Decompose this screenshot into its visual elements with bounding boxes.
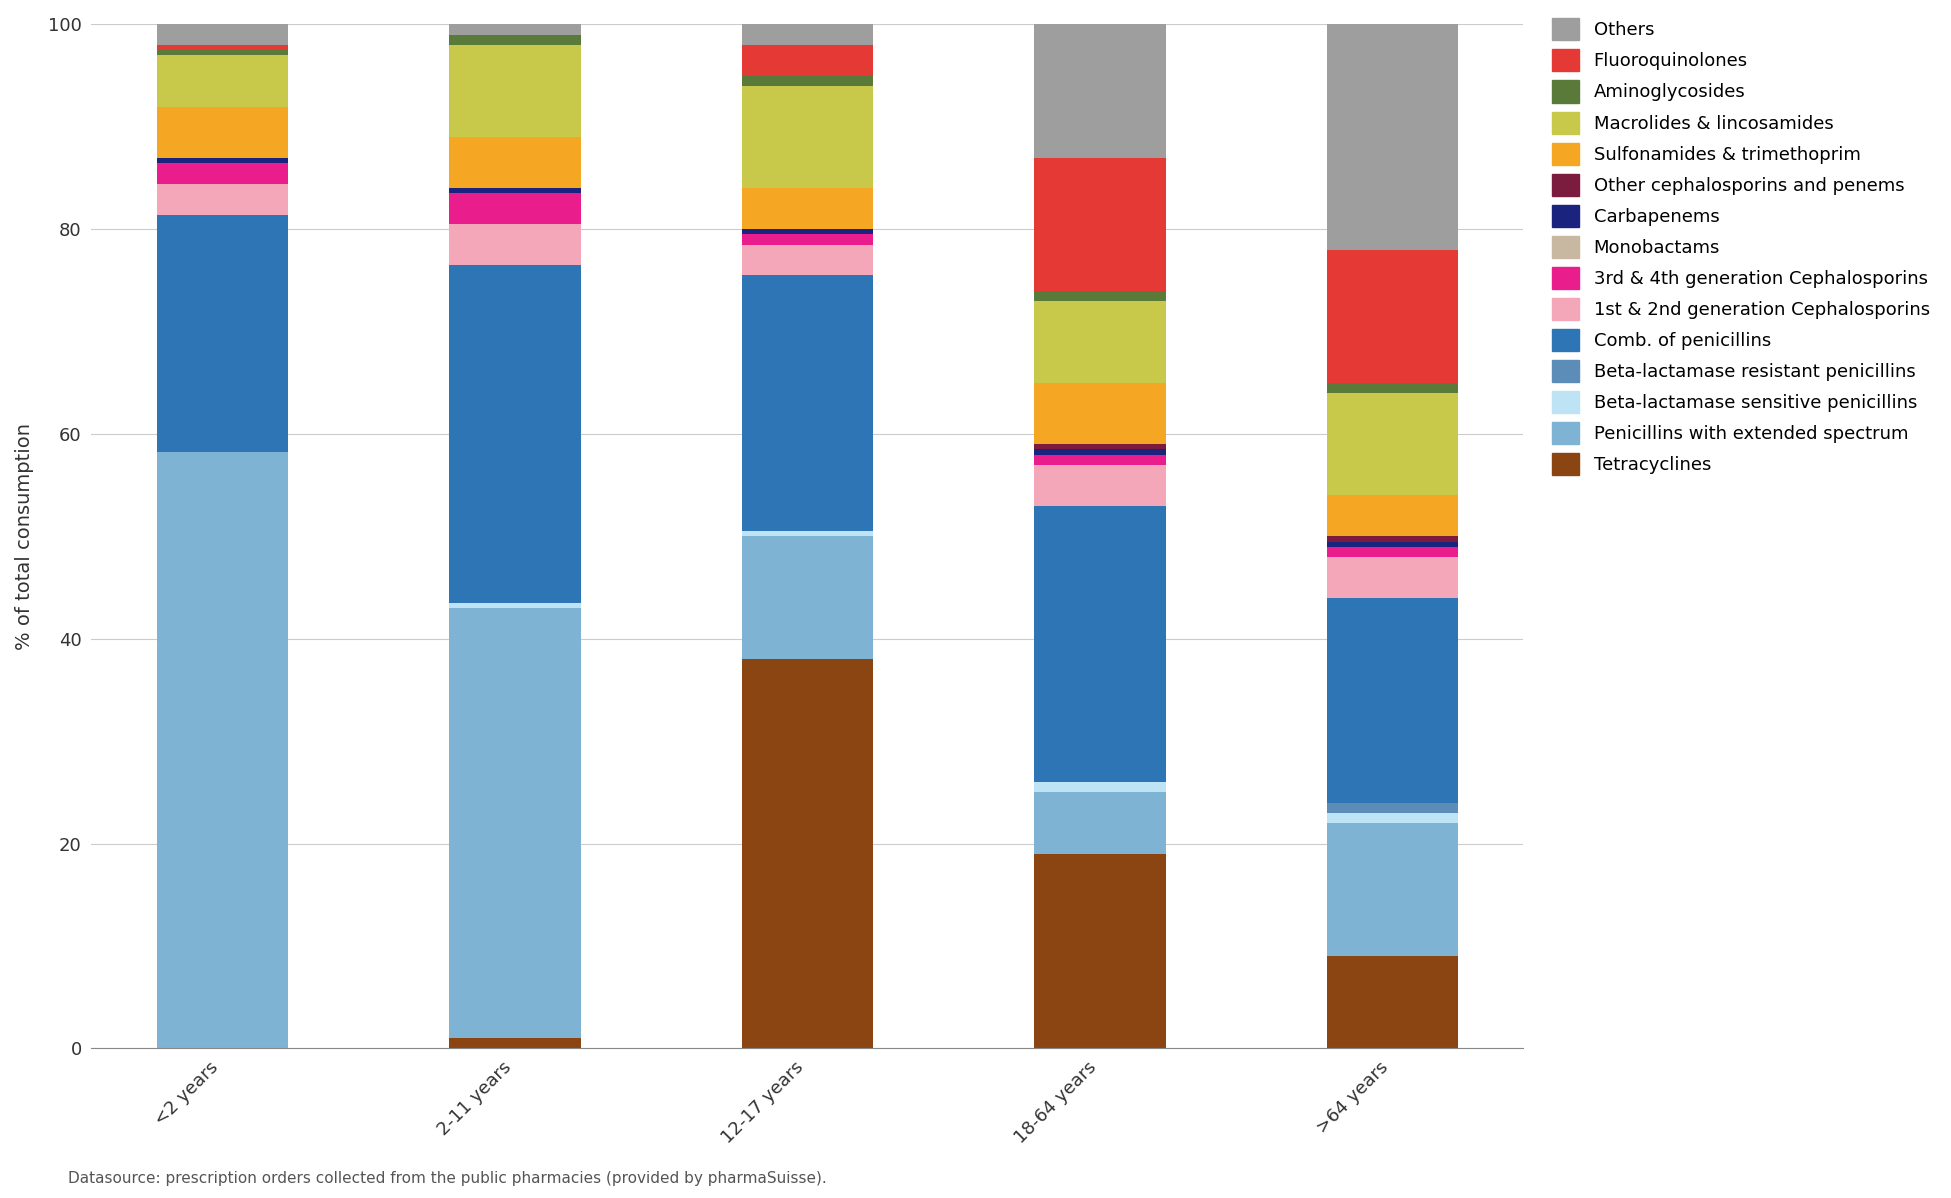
Bar <box>1034 465 1167 506</box>
Bar <box>741 229 874 235</box>
Bar <box>1034 792 1167 854</box>
Bar <box>156 107 289 158</box>
Bar <box>741 44 874 75</box>
Bar <box>449 224 581 265</box>
Bar <box>449 265 581 603</box>
Bar <box>1327 537 1457 541</box>
Bar <box>156 24 289 46</box>
Y-axis label: % of total consumption: % of total consumption <box>16 423 33 651</box>
Bar <box>449 1039 581 1048</box>
Bar <box>1034 506 1167 782</box>
Bar <box>741 235 874 244</box>
Bar <box>741 531 874 537</box>
Bar <box>156 158 289 163</box>
Bar <box>1327 541 1457 546</box>
Bar <box>449 35 581 44</box>
Bar <box>1327 956 1457 1048</box>
Bar <box>156 55 289 107</box>
Bar <box>741 24 874 44</box>
Bar <box>741 244 874 276</box>
Bar <box>156 214 289 452</box>
Bar <box>1034 782 1167 792</box>
Bar <box>1034 24 1167 158</box>
Bar <box>741 276 874 531</box>
Bar <box>741 86 874 188</box>
Bar <box>741 659 874 1048</box>
Text: Datasource: prescription orders collected from the public pharmacies (provided b: Datasource: prescription orders collecte… <box>68 1170 827 1186</box>
Bar <box>1034 854 1167 1048</box>
Bar <box>449 193 581 224</box>
Bar <box>741 188 874 229</box>
Bar <box>1327 803 1457 813</box>
Bar <box>1034 454 1167 465</box>
Bar <box>156 452 289 1048</box>
Bar <box>449 137 581 188</box>
Bar <box>449 188 581 193</box>
Bar <box>1327 813 1457 823</box>
Bar <box>156 50 289 55</box>
Bar <box>741 537 874 659</box>
Bar <box>156 163 289 184</box>
Bar <box>449 603 581 609</box>
Bar <box>1034 449 1167 454</box>
Bar <box>1327 823 1457 956</box>
Legend: Others, Fluoroquinolones, Aminoglycosides, Macrolides & lincosamides, Sulfonamid: Others, Fluoroquinolones, Aminoglycoside… <box>1547 13 1935 480</box>
Bar <box>1034 383 1167 444</box>
Bar <box>741 75 874 86</box>
Bar <box>1034 158 1167 291</box>
Bar <box>449 44 581 137</box>
Bar <box>1327 249 1457 383</box>
Bar <box>449 609 581 1039</box>
Bar <box>1327 557 1457 598</box>
Bar <box>1327 496 1457 537</box>
Bar <box>449 24 581 35</box>
Bar <box>1034 444 1167 449</box>
Bar <box>1327 383 1457 393</box>
Bar <box>156 46 289 50</box>
Bar <box>1327 546 1457 557</box>
Bar <box>1327 393 1457 496</box>
Bar <box>1327 598 1457 803</box>
Bar <box>1034 291 1167 301</box>
Bar <box>1034 301 1167 383</box>
Bar <box>1327 24 1457 249</box>
Bar <box>156 184 289 214</box>
